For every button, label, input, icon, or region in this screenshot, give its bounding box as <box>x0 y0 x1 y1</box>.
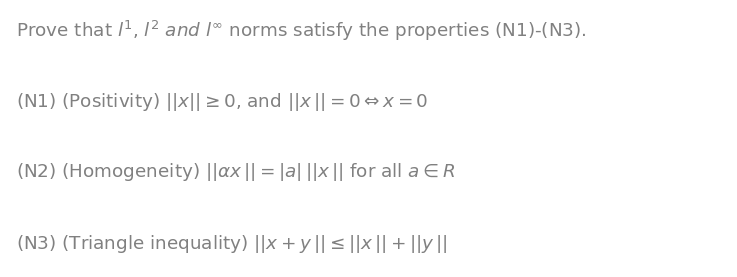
Text: (N1) (Positivity) $||x|| \geq 0$, and $||x\,|| = 0 \Leftrightarrow x = 0$: (N1) (Positivity) $||x|| \geq 0$, and $|… <box>16 91 429 113</box>
Text: (N2) (Homogeneity) $||\mathit{\alpha x}\,|| = |a|\,||x\,||$ for all $a \in R$: (N2) (Homogeneity) $||\mathit{\alpha x}\… <box>16 161 455 183</box>
Text: (N3) (Triangle inequality) $||x + y\,|| \leq ||x\,|| + ||y\,||$: (N3) (Triangle inequality) $||x + y\,|| … <box>16 233 447 255</box>
Text: Prove that $l^1$, $l^2$ $\mathit{and}$ $l^\infty$ norms satisfy the properties (: Prove that $l^1$, $l^2$ $\mathit{and}$ $… <box>16 19 587 43</box>
